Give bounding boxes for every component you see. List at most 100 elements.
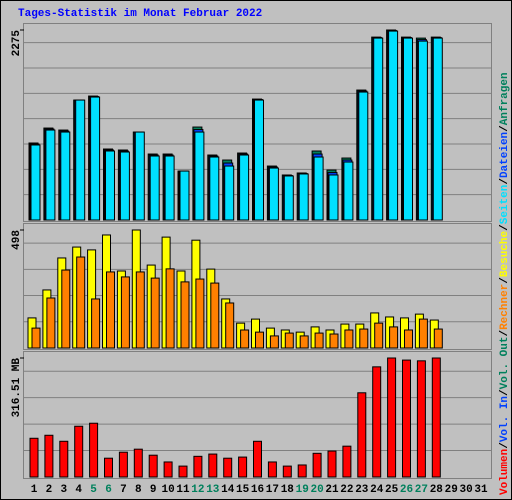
x-tick-label: 12 <box>191 484 204 496</box>
bar <box>342 445 352 478</box>
bar <box>253 440 262 478</box>
x-tick-label: 24 <box>370 484 384 496</box>
bar <box>359 328 369 349</box>
legend-separator: / <box>499 125 511 132</box>
bar <box>148 454 158 478</box>
bar <box>313 156 324 221</box>
legend-entry: Rechner <box>499 284 511 330</box>
x-tick-label: 21 <box>325 484 339 496</box>
bar <box>135 271 145 349</box>
x-tick-label: 26 <box>400 484 413 496</box>
bar <box>75 99 86 221</box>
bar <box>90 96 101 221</box>
x-tick-label: 9 <box>150 484 157 496</box>
legend-entry: Volumen <box>499 449 511 495</box>
bar <box>417 40 428 221</box>
bar <box>358 91 369 221</box>
bar <box>312 452 322 478</box>
x-tick-label: 31 <box>474 484 488 496</box>
y-tick-label: 498 <box>11 230 23 250</box>
bar <box>403 37 413 221</box>
bar <box>225 302 235 349</box>
x-tick-label: 18 <box>281 484 295 496</box>
x-tick-label: 25 <box>385 484 399 496</box>
legend-entry: Seiten <box>499 185 511 225</box>
x-tick-label: 11 <box>176 484 190 496</box>
bar <box>134 131 145 221</box>
bar <box>388 30 399 221</box>
bar <box>179 170 190 221</box>
bar <box>149 155 160 221</box>
bar <box>180 281 190 349</box>
bar <box>255 331 264 349</box>
bar <box>164 155 175 221</box>
bar <box>240 329 250 349</box>
x-tick-label: 19 <box>296 484 309 496</box>
bar <box>193 455 203 478</box>
bar <box>267 461 277 478</box>
legend-separator: / <box>499 277 511 284</box>
bar <box>31 327 41 349</box>
bar <box>404 329 413 349</box>
x-tick-label: 5 <box>90 484 97 496</box>
bar <box>74 425 84 478</box>
x-tick-label: 17 <box>266 484 279 496</box>
bar <box>210 282 220 349</box>
bar <box>387 357 397 478</box>
bar <box>209 156 220 221</box>
bar <box>120 276 130 349</box>
bar <box>432 37 443 221</box>
bar <box>357 392 367 478</box>
x-tick-label: 22 <box>340 484 353 496</box>
bar <box>29 437 39 478</box>
bar <box>329 333 339 349</box>
legend-entry: Vol. Out <box>499 337 511 390</box>
legend-separator: / <box>499 178 511 185</box>
bar <box>254 99 264 221</box>
bar <box>269 335 279 349</box>
bar <box>59 440 69 478</box>
bar <box>194 131 205 221</box>
x-tick-label: 14 <box>221 484 235 496</box>
bar <box>60 131 71 221</box>
bar <box>314 332 324 349</box>
y-tick-label: 2275 <box>11 30 23 57</box>
bar <box>223 457 233 478</box>
bar <box>328 174 339 221</box>
bar <box>105 150 115 221</box>
bar <box>224 165 235 221</box>
x-tick-label: 29 <box>445 484 458 496</box>
legend-entry: Dateien <box>499 132 511 178</box>
legend-entry: Vol. In <box>499 396 511 442</box>
bar <box>45 129 56 221</box>
bar <box>163 461 173 478</box>
bar <box>195 278 205 349</box>
x-tick-label: 28 <box>430 484 444 496</box>
legend: Volumen/Vol. In/Vol. Out/Rechner/Besuche… <box>499 72 511 495</box>
bar <box>416 360 426 478</box>
bar <box>389 326 399 349</box>
bar <box>418 318 428 349</box>
bar <box>343 161 354 221</box>
bar <box>61 269 71 349</box>
x-tick-label: 6 <box>105 484 112 496</box>
legend-entry: Besuche <box>499 230 511 277</box>
bar <box>46 297 56 349</box>
bar <box>239 154 250 221</box>
bar <box>106 271 115 349</box>
x-tick-label: 2 <box>46 484 53 496</box>
bar <box>133 448 143 478</box>
panel <box>23 223 492 350</box>
bar <box>208 453 218 478</box>
bar <box>268 167 279 221</box>
bar <box>119 151 130 221</box>
bar <box>373 37 384 221</box>
x-tick-label: 15 <box>236 484 250 496</box>
bar <box>299 335 309 349</box>
bar <box>431 357 441 478</box>
bar <box>76 256 86 349</box>
x-tick-label: 4 <box>75 484 82 496</box>
legend-separator: / <box>499 389 511 396</box>
x-tick-label: 30 <box>459 484 472 496</box>
